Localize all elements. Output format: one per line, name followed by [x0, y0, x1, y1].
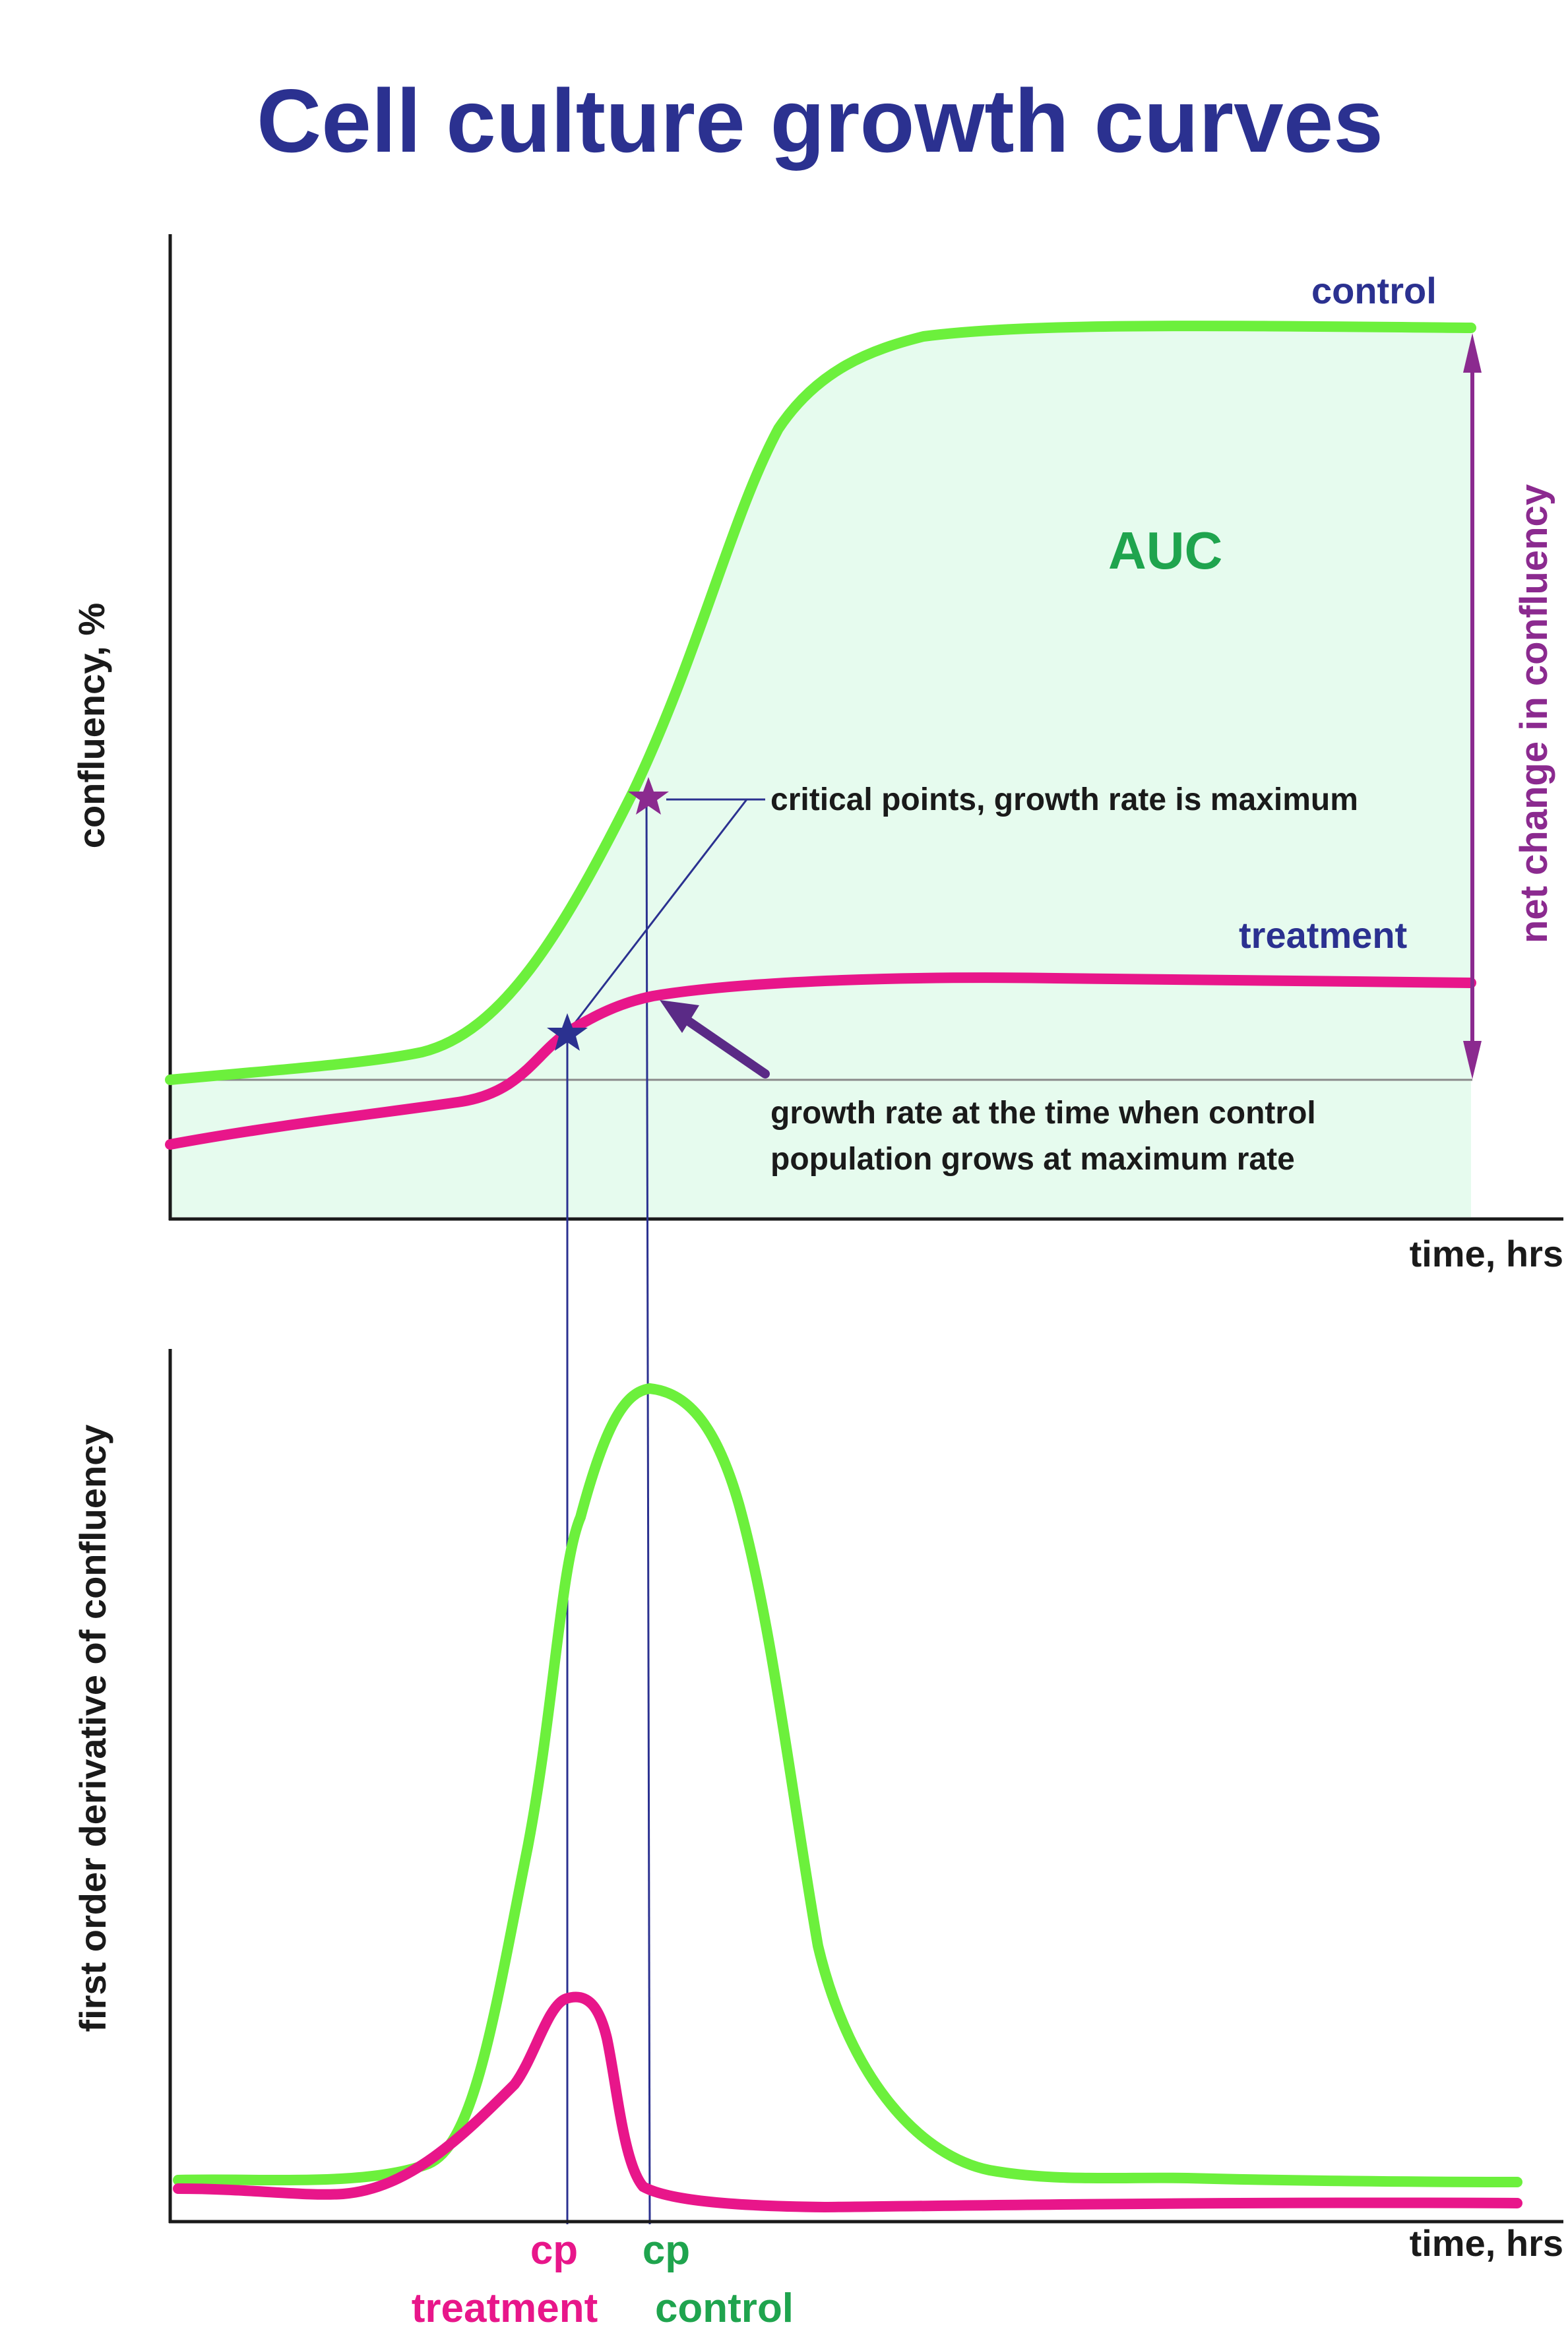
cp-control-label: cp [643, 2228, 690, 2273]
cp-treatment-sublabel: treatment [412, 2286, 598, 2331]
top-panel: control treatment AUC critical points, g… [71, 234, 1563, 2225]
net-change-arrow-up-icon [1463, 333, 1482, 373]
growth-rate-arrow-shaft [676, 1011, 770, 1078]
auc-label: AUC [1108, 521, 1222, 580]
cp-treatment-label: cp [530, 2228, 578, 2273]
net-change-label: net change in confluency [1513, 484, 1555, 943]
series-treatment-derivative-curve [173, 1991, 1522, 2213]
auc-area [170, 326, 1471, 1217]
cp-treatment-star-icon [547, 1013, 588, 1051]
net-change-arrow-down-icon [1463, 1041, 1482, 1079]
figure-title: Cell culture growth curves [257, 71, 1383, 171]
cp-control-sublabel: control [655, 2286, 794, 2331]
bottom-panel: time, hrs first order derivative of conf… [72, 1349, 1563, 2331]
cp-control-star-icon [628, 777, 669, 815]
top-y-axis-label: confluency, % [71, 603, 112, 848]
cp-note-leader-treatment [570, 799, 748, 1028]
critical-points-note: critical points, growth rate is maximum [770, 782, 1358, 817]
cp-control-guide [645, 797, 651, 2225]
series-control-derivative-curve [173, 1383, 1522, 2187]
bottom-x-axis-label: time, hrs [1410, 2222, 1563, 2264]
bottom-y-axis-label: first order derivative of confluency [72, 1424, 113, 2032]
growth-rate-note-line2: population grows at maximum rate [770, 1142, 1295, 1177]
growth-rate-note-line1: growth rate at the time when control [770, 1096, 1316, 1131]
series-control-curve [165, 321, 1476, 1085]
series-treatment-label: treatment [1239, 914, 1407, 956]
series-treatment-curve [165, 972, 1476, 1150]
series-control-label: control [1311, 270, 1437, 311]
growth-rate-arrow-head-icon [660, 1000, 699, 1033]
top-x-axis-label: time, hrs [1410, 1233, 1563, 1274]
